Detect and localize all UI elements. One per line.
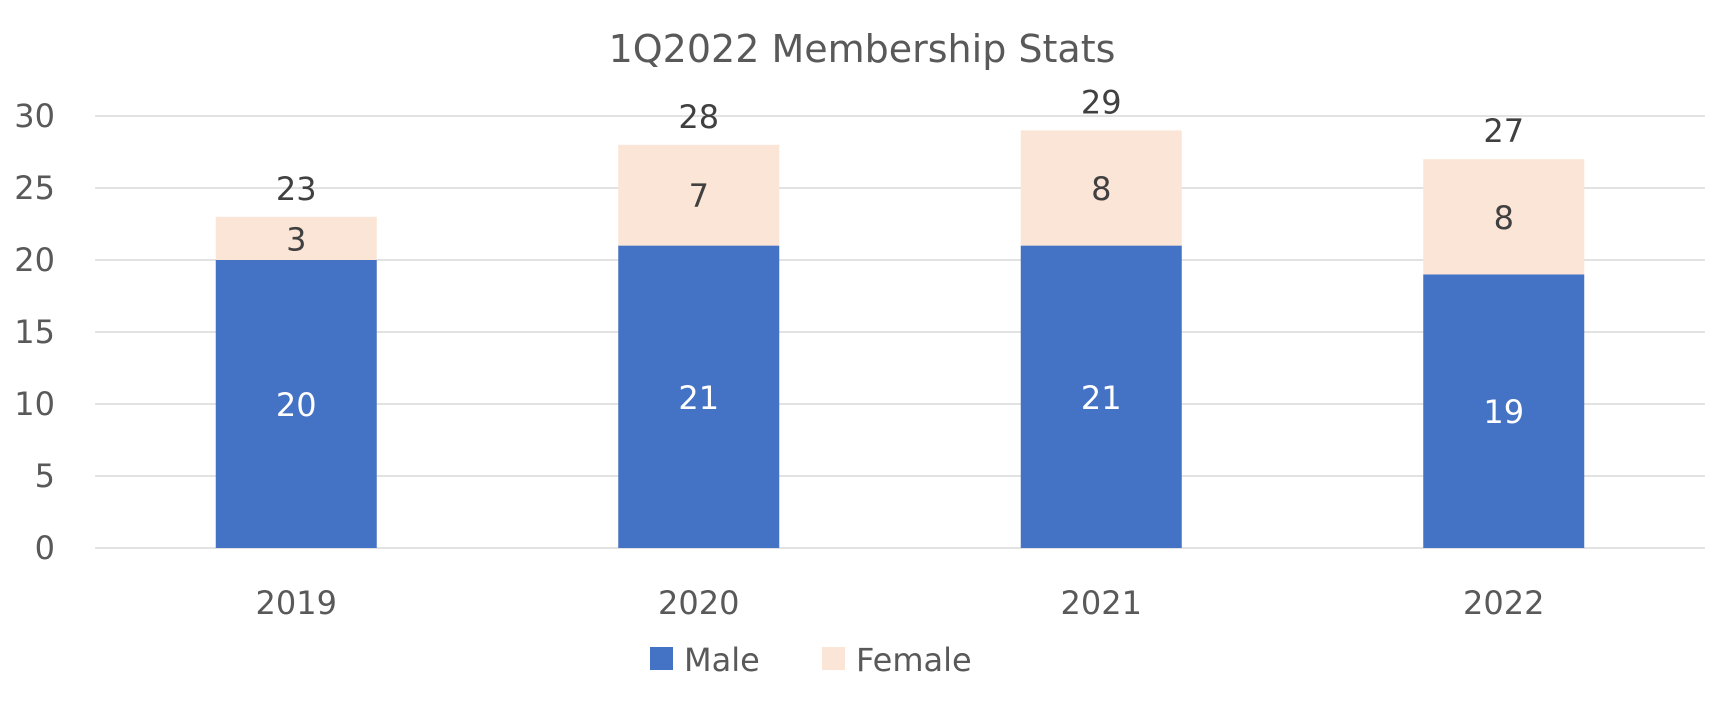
data-label-female-2019: 3: [286, 220, 306, 258]
x-axis: 2019 2020 2021 2022: [256, 584, 1545, 622]
bar-male-2020: [618, 245, 780, 548]
x-tick-label-2022: 2022: [1463, 584, 1544, 622]
legend-swatch-male: [650, 647, 673, 670]
legend-label-male: Male: [684, 641, 760, 679]
y-tick-label: 0: [35, 529, 55, 567]
total-label-2021: 29: [1081, 83, 1122, 121]
total-label-2019: 23: [276, 170, 317, 208]
bar-female-2021: [1020, 130, 1182, 246]
y-tick-label: 15: [14, 313, 55, 351]
legend: Male Female: [650, 641, 972, 679]
y-tick-label: 25: [14, 169, 55, 207]
data-label-female-2020: 7: [689, 177, 709, 215]
data-label-male-2022: 19: [1483, 393, 1524, 431]
bar-female-2020: [618, 144, 780, 246]
total-label-2020: 28: [678, 98, 719, 136]
y-tick-label: 5: [35, 457, 55, 495]
bar-female-2022: [1423, 159, 1585, 275]
x-tick-label-2020: 2020: [658, 584, 739, 622]
bar-male-2019: [215, 260, 377, 548]
bar-female-2019: [215, 216, 377, 260]
legend-swatch-female: [822, 647, 845, 670]
data-label-male-2019: 20: [276, 386, 317, 424]
bar-male-2021: [1020, 245, 1182, 548]
x-tick-label-2019: 2019: [256, 584, 337, 622]
bar-male-2022: [1423, 274, 1585, 548]
data-label-male-2020: 21: [678, 379, 719, 417]
data-label-female-2022: 8: [1494, 199, 1514, 237]
bars: 20 3 23 21 7 28 21 8 29 19 8 27: [215, 83, 1585, 548]
y-tick-label: 10: [14, 385, 55, 423]
x-tick-label-2021: 2021: [1061, 584, 1142, 622]
data-label-male-2021: 21: [1081, 379, 1122, 417]
data-label-female-2021: 8: [1091, 170, 1111, 208]
total-label-2022: 27: [1483, 112, 1524, 150]
y-axis: 0 5 10 15 20 25 30: [14, 97, 55, 567]
y-tick-label: 20: [14, 241, 55, 279]
chart-title: 1Q2022 Membership Stats: [609, 27, 1116, 71]
y-tick-label: 30: [14, 97, 55, 135]
legend-label-female: Female: [856, 641, 972, 679]
